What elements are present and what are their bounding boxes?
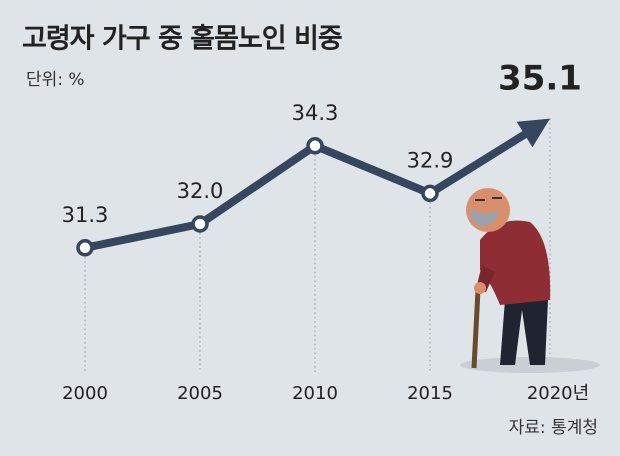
data-point	[191, 215, 209, 233]
data-point	[76, 239, 94, 257]
data-point	[306, 137, 324, 155]
arrow-head	[516, 118, 550, 148]
value-label: 35.1	[498, 59, 582, 99]
x-tick-label: 2000	[62, 383, 108, 404]
x-tick-label: 2010	[292, 383, 338, 404]
value-label: 32.0	[177, 179, 224, 203]
chart-title: 고령자 가구 중 홀몸노인 비중	[22, 24, 342, 55]
data-point	[421, 184, 439, 203]
value-label: 31.3	[62, 203, 109, 227]
x-tick-label: 2015	[407, 383, 453, 404]
elderly-man-illustration	[460, 188, 600, 373]
x-tick-label: 2020년	[527, 383, 589, 404]
chart-subtitle: 단위: %	[26, 70, 85, 90]
source-note: 자료: 통계청	[509, 418, 598, 438]
x-tick-label: 2005	[177, 383, 223, 404]
value-label: 32.9	[407, 148, 454, 172]
value-label: 34.3	[292, 101, 339, 125]
